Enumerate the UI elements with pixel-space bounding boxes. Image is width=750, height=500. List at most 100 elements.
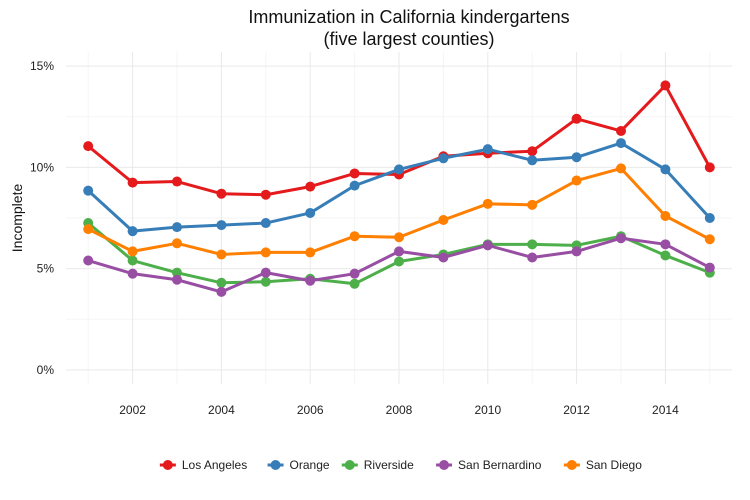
x-tick-label: 2010 <box>474 403 501 417</box>
data-point-san-diego <box>394 232 404 243</box>
data-point-los-angeles <box>305 181 316 192</box>
data-point-san-diego <box>616 163 626 174</box>
data-point-riverside <box>660 250 671 261</box>
legend-label: San Diego <box>586 458 642 472</box>
data-point-san-bernardino <box>260 267 271 278</box>
data-point-san-bernardino <box>394 246 404 257</box>
data-point-riverside <box>527 239 538 250</box>
x-axis-ticks: 2002 2004 2006 2008 2010 2012 2014 <box>119 403 679 417</box>
y-tick-label: 15% <box>30 59 54 73</box>
data-point-orange <box>305 207 316 218</box>
legend-label: San Bernardino <box>458 458 542 472</box>
data-point-san-diego <box>349 231 360 242</box>
data-point-san-bernardino <box>349 268 360 279</box>
data-point-san-diego <box>172 238 182 249</box>
data-point-orange <box>172 222 182 233</box>
series-san-bernardino <box>83 233 715 297</box>
data-point-san-diego <box>704 234 715 245</box>
data-point-riverside <box>216 277 227 288</box>
data-point-orange <box>127 226 138 237</box>
y-axis-label: Incomplete <box>9 184 25 253</box>
gridlines <box>66 52 732 384</box>
data-point-san-bernardino <box>527 252 538 263</box>
data-point-san-bernardino <box>571 246 582 257</box>
data-point-los-angeles <box>616 125 626 136</box>
data-point-orange <box>704 213 715 223</box>
data-point-san-diego <box>660 210 671 221</box>
data-point-los-angeles <box>172 176 182 187</box>
data-point-riverside <box>349 278 360 289</box>
series-lines <box>83 80 715 297</box>
data-point-san-bernardino <box>660 239 671 250</box>
y-axis-ticks: 0% 5% 10% 15% <box>30 59 54 377</box>
series-san-diego <box>83 163 715 260</box>
x-tick-label: 2006 <box>297 403 324 417</box>
data-point-san-diego <box>305 247 316 258</box>
legend-item-los-angeles: Los Angeles <box>159 458 247 472</box>
legend-key-point <box>566 460 577 470</box>
legend-item-riverside: Riverside <box>341 458 414 472</box>
data-point-san-bernardino <box>127 268 138 279</box>
y-tick-label: 0% <box>37 363 55 377</box>
legend-key-point <box>344 460 355 470</box>
legend-item-san-diego: San Diego <box>563 458 642 472</box>
data-point-los-angeles <box>216 188 227 199</box>
data-point-riverside <box>172 267 182 278</box>
data-point-riverside <box>127 255 138 266</box>
x-tick-label: 2012 <box>563 403 590 417</box>
legend-item-san-bernardino: San Bernardino <box>436 458 542 472</box>
legend: Los Angeles Orange Riverside San Bernardino… <box>159 458 642 472</box>
data-point-san-diego <box>216 249 227 260</box>
legend-label: Riverside <box>364 458 414 472</box>
y-tick-label: 5% <box>37 262 55 276</box>
x-tick-label: 2008 <box>386 403 413 417</box>
data-point-los-angeles <box>527 146 538 157</box>
data-point-orange <box>616 138 626 149</box>
data-point-san-bernardino <box>438 252 449 263</box>
x-tick-label: 2014 <box>652 403 679 417</box>
data-point-san-diego <box>127 246 138 257</box>
data-point-los-angeles <box>260 189 271 200</box>
data-point-san-diego <box>527 199 538 210</box>
data-point-los-angeles <box>660 80 671 91</box>
data-point-san-diego <box>438 215 449 226</box>
data-point-san-diego <box>571 175 582 186</box>
data-point-san-bernardino <box>83 255 94 266</box>
data-point-los-angeles <box>571 113 582 124</box>
data-point-los-angeles <box>704 162 715 173</box>
data-point-san-bernardino <box>172 274 182 285</box>
chart-title: Immunization in California kindergartens <box>248 7 569 27</box>
data-point-san-diego <box>260 247 271 258</box>
legend-key-point <box>439 460 450 470</box>
legend-label: Orange <box>290 458 330 472</box>
series-orange <box>83 138 715 237</box>
data-point-orange <box>394 164 404 175</box>
legend-item-orange: Orange <box>267 458 330 472</box>
data-point-riverside <box>260 276 271 287</box>
legend-key-point <box>270 460 281 470</box>
data-point-orange <box>482 144 493 155</box>
data-point-orange <box>349 180 360 191</box>
data-point-los-angeles <box>83 141 94 152</box>
chart-subtitle: (five largest counties) <box>323 29 494 49</box>
x-tick-label: 2004 <box>208 403 235 417</box>
data-point-orange <box>438 153 449 164</box>
legend-key-point <box>162 460 173 470</box>
legend-label: Los Angeles <box>182 458 247 472</box>
data-point-san-bernardino <box>216 286 227 297</box>
data-point-orange <box>527 155 538 166</box>
data-point-orange <box>571 152 582 163</box>
y-tick-label: 10% <box>30 160 54 174</box>
data-point-riverside <box>394 256 404 267</box>
data-point-san-bernardino <box>305 275 316 286</box>
data-point-san-diego <box>83 224 94 235</box>
data-point-orange <box>83 185 94 196</box>
x-tick-label: 2002 <box>119 403 146 417</box>
data-point-los-angeles <box>349 168 360 179</box>
data-point-orange <box>260 218 271 229</box>
data-point-los-angeles <box>127 177 138 188</box>
data-point-san-bernardino <box>616 233 626 244</box>
data-point-orange <box>660 164 671 175</box>
data-point-san-bernardino <box>482 240 493 251</box>
